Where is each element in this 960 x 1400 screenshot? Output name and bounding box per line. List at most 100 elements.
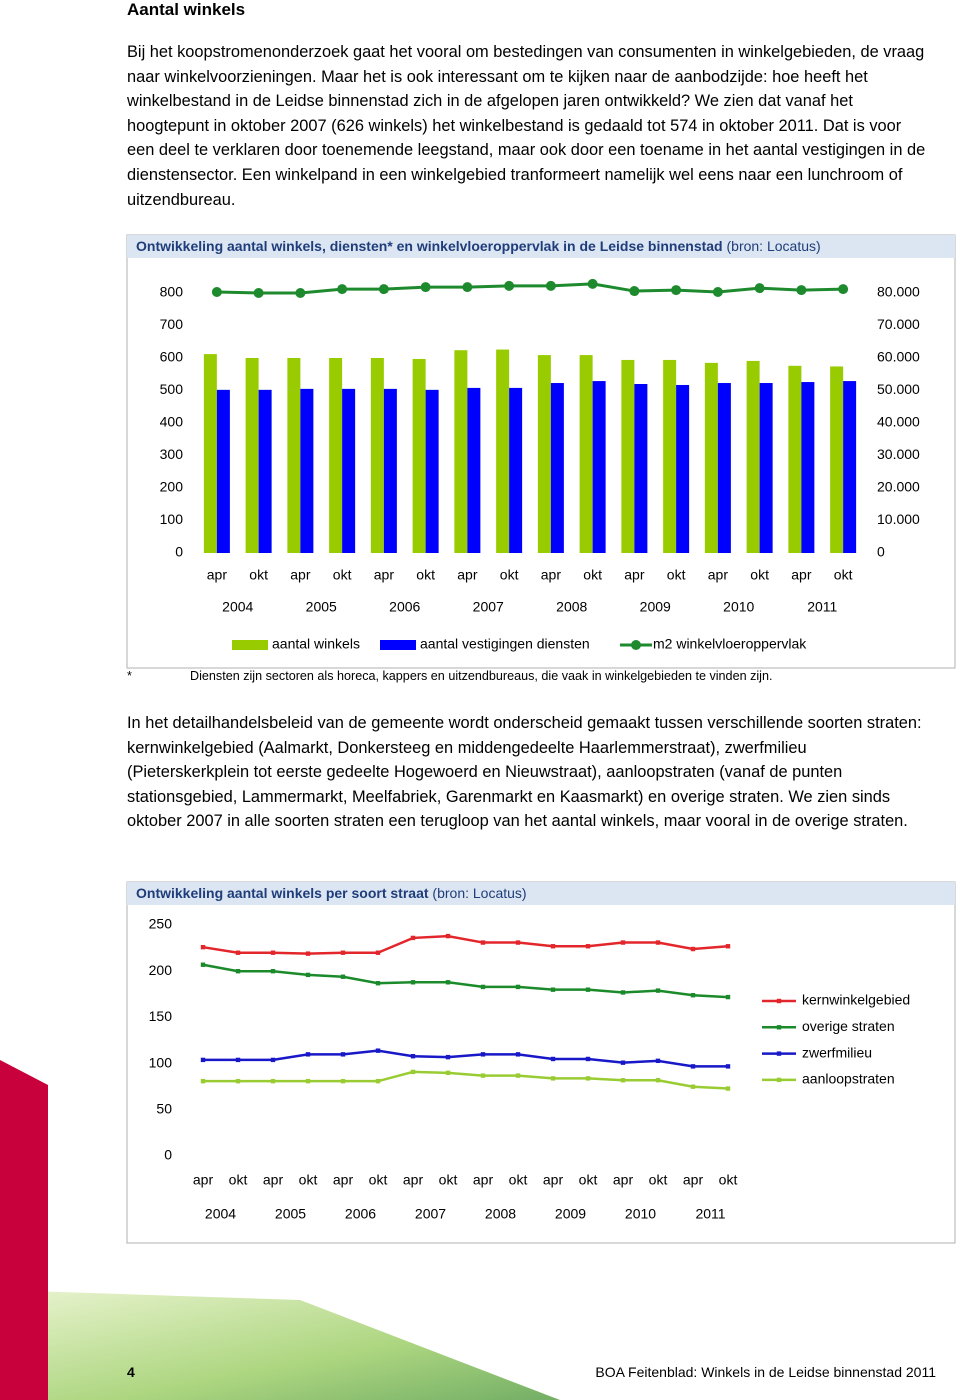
bar bbox=[245, 358, 259, 553]
bar bbox=[634, 384, 648, 553]
x-group-label: 2010 bbox=[723, 599, 754, 615]
line-point bbox=[712, 287, 723, 298]
series-line bbox=[202, 963, 729, 999]
x-tick-label: apr bbox=[543, 1172, 564, 1188]
line-point bbox=[305, 1052, 311, 1057]
line-point bbox=[445, 980, 451, 985]
y2-tick-label: 50.000 bbox=[877, 381, 920, 397]
line-point bbox=[235, 1057, 241, 1063]
x-group-label: 2008 bbox=[485, 1206, 516, 1222]
line-point bbox=[515, 1073, 521, 1078]
x-tick-label: apr bbox=[374, 567, 395, 583]
line-point bbox=[200, 962, 206, 967]
x-tick-label: apr bbox=[683, 1172, 704, 1188]
legend-label: kernwinkelgebied bbox=[802, 992, 910, 1008]
x-tick-label: apr bbox=[791, 567, 812, 583]
chart-title-text: Ontwikkeling aantal winkels per soort st… bbox=[136, 885, 429, 901]
y2-tick-label: 20.000 bbox=[877, 479, 920, 495]
x-tick-label: apr bbox=[290, 567, 311, 583]
y-tick-label: 250 bbox=[149, 916, 173, 932]
x-tick-label: okt bbox=[834, 567, 853, 583]
line-point bbox=[585, 944, 591, 949]
line-point bbox=[270, 1078, 276, 1084]
chart-title: Ontwikkeling aantal winkels per soort st… bbox=[136, 885, 527, 901]
line-point bbox=[375, 981, 381, 986]
line-point bbox=[480, 940, 486, 945]
bar bbox=[496, 349, 510, 553]
line-point bbox=[690, 1084, 696, 1089]
line-point bbox=[690, 946, 696, 952]
line-point bbox=[375, 950, 381, 955]
line-point bbox=[620, 1078, 626, 1083]
line-point bbox=[545, 280, 556, 291]
x-tick-label: apr bbox=[193, 1172, 214, 1188]
x-group-label: 2011 bbox=[695, 1206, 725, 1222]
bar bbox=[370, 358, 384, 553]
y2-tick-label: 30.000 bbox=[877, 446, 920, 462]
bar bbox=[329, 358, 343, 553]
x-tick-label: apr bbox=[473, 1172, 494, 1188]
x-tick-label: okt bbox=[229, 1172, 248, 1188]
x-tick-label: apr bbox=[541, 567, 562, 583]
y-tick-label: 100 bbox=[160, 511, 184, 527]
line-point bbox=[200, 944, 206, 950]
line-point bbox=[550, 1076, 556, 1081]
line-point bbox=[420, 282, 431, 293]
bar bbox=[509, 387, 523, 553]
legend-swatch bbox=[232, 640, 268, 650]
line-point bbox=[200, 1057, 206, 1063]
y-tick-label: 200 bbox=[160, 479, 184, 495]
y2-tick-label: 80.000 bbox=[877, 284, 920, 300]
legend-label: m2 winkelvloeroppervlak bbox=[653, 636, 807, 652]
line-point bbox=[410, 935, 416, 941]
y-tick-label: 700 bbox=[160, 316, 184, 332]
bar bbox=[717, 383, 731, 553]
x-group-label: 2011 bbox=[807, 599, 837, 615]
x-tick-label: okt bbox=[299, 1172, 318, 1188]
line-point bbox=[340, 1078, 346, 1084]
x-tick-label: apr bbox=[457, 567, 478, 583]
x-tick-label: apr bbox=[624, 567, 645, 583]
x-group-label: 2005 bbox=[275, 1206, 306, 1222]
footnote-marker: * bbox=[127, 669, 132, 683]
bar bbox=[663, 359, 677, 553]
x-group-label: 2004 bbox=[222, 599, 253, 615]
page-number: 4 bbox=[127, 1364, 135, 1380]
line-point bbox=[270, 969, 276, 974]
bar bbox=[830, 366, 844, 553]
line-point bbox=[671, 285, 682, 296]
line-point bbox=[620, 940, 626, 945]
line-point bbox=[585, 1076, 591, 1081]
corner-decoration bbox=[0, 1060, 48, 1400]
line-point bbox=[337, 284, 348, 295]
y-tick-label: 50 bbox=[156, 1101, 172, 1117]
line-point bbox=[305, 972, 311, 978]
y-tick-label: 150 bbox=[149, 1008, 173, 1024]
chart-header bbox=[127, 235, 955, 258]
paragraph: In het detailhandelsbeleid van de gemeen… bbox=[127, 714, 922, 831]
line-point bbox=[235, 950, 241, 955]
line-point bbox=[480, 984, 486, 990]
bar bbox=[537, 355, 551, 553]
x-tick-label: okt bbox=[750, 567, 769, 583]
bar bbox=[788, 365, 802, 553]
legend-swatch bbox=[776, 998, 782, 1004]
line-point bbox=[515, 984, 521, 990]
line-point bbox=[550, 987, 556, 992]
y-tick-label: 800 bbox=[160, 284, 184, 300]
line-point bbox=[725, 1064, 731, 1069]
y-tick-label: 0 bbox=[175, 544, 183, 560]
line-point bbox=[838, 284, 849, 295]
line-point bbox=[270, 950, 276, 955]
series-line bbox=[216, 282, 844, 295]
line-point bbox=[655, 1058, 661, 1064]
paragraph: Bij het koopstromenonderzoek gaat het vo… bbox=[127, 43, 926, 209]
line-point bbox=[690, 993, 696, 998]
line-point bbox=[235, 1078, 241, 1084]
line-point bbox=[410, 1054, 416, 1059]
y-tick-label: 600 bbox=[160, 349, 184, 365]
chart-frame bbox=[126, 881, 956, 1244]
line-point bbox=[480, 1052, 486, 1057]
bar bbox=[383, 388, 397, 553]
